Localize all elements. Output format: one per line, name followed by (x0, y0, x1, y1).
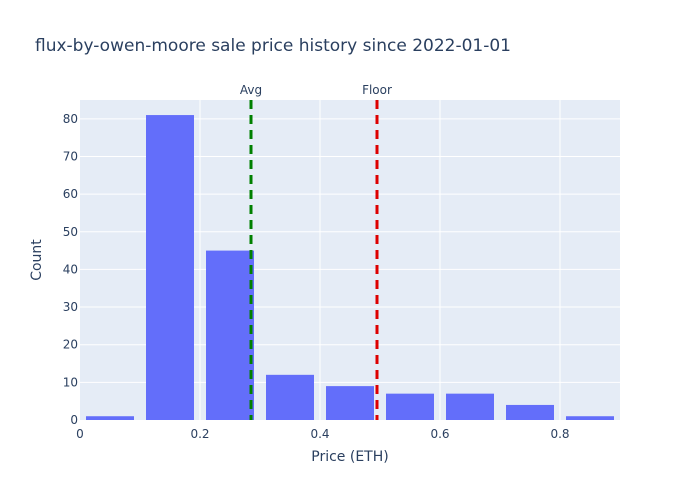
x-axis-label: Price (ETH) (311, 449, 388, 465)
x-tick-label: 0 (76, 427, 84, 441)
floor-line-label: Floor (362, 83, 392, 97)
chart-title: flux-by-owen-moore sale price history si… (35, 36, 511, 56)
bar (446, 393, 494, 420)
y-tick-label: 0 (70, 413, 78, 427)
x-tick-label: 0.8 (550, 427, 569, 441)
reference-lines: Avg Floor (240, 83, 392, 420)
x-tick-label: 0.2 (190, 427, 209, 441)
y-tick-label: 10 (63, 375, 78, 389)
bar (146, 115, 194, 420)
y-tick-label: 50 (63, 225, 78, 239)
x-tick-label: 0.4 (310, 427, 329, 441)
bar (566, 416, 614, 420)
bar (266, 374, 314, 420)
avg-line-label: Avg (240, 83, 262, 97)
y-tick-label: 30 (63, 300, 78, 314)
bar (86, 416, 134, 420)
bar (206, 250, 254, 420)
y-axis-ticks: 0 10 20 30 40 50 60 70 80 (63, 112, 78, 427)
y-tick-label: 70 (63, 149, 78, 163)
y-tick-label: 20 (63, 338, 78, 352)
x-tick-label: 0.6 (430, 427, 449, 441)
y-tick-label: 80 (63, 112, 78, 126)
y-tick-label: 40 (63, 262, 78, 276)
y-axis-label: Count (29, 239, 45, 281)
bar (506, 404, 554, 420)
x-axis-ticks: 0 0.2 0.4 0.6 0.8 (76, 427, 569, 441)
bar (326, 386, 374, 420)
y-tick-label: 60 (63, 187, 78, 201)
bar (386, 393, 434, 420)
bars (86, 115, 614, 420)
